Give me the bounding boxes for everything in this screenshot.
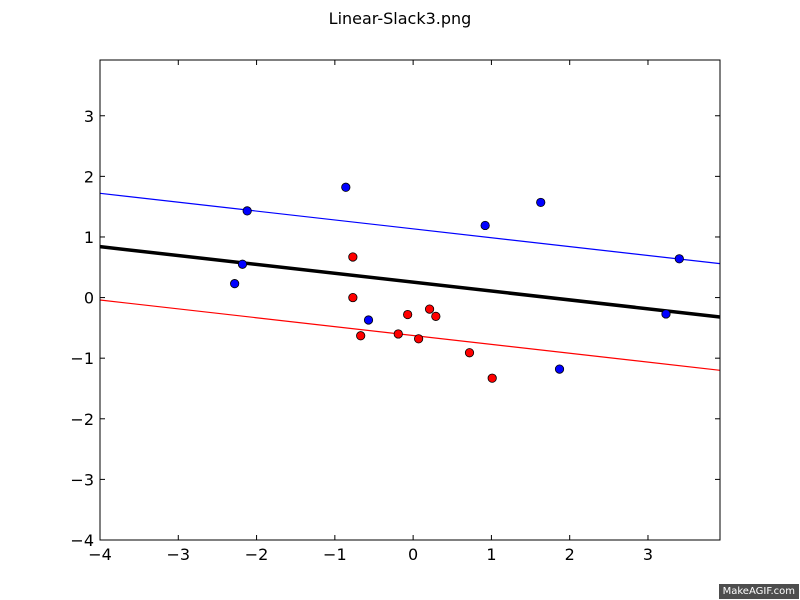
ticks-layer: −4 −3 −2 −1 0 1 2 3 −4 −3 −2 −1 0 1 2 3	[70, 60, 720, 564]
x-tick-label-0: −4	[88, 545, 112, 564]
point-s0-3	[230, 279, 240, 289]
line-0	[99, 244, 721, 319]
point-s0-0	[242, 206, 252, 216]
y-tick-label-3: −1	[70, 349, 94, 368]
point-s1-6	[424, 304, 435, 314]
y-tick-label-6: 2	[84, 167, 94, 186]
x-tick-label-1: −3	[166, 545, 190, 564]
point-s0-6	[674, 254, 684, 264]
point-s1-0	[348, 252, 358, 262]
chart-title: Linear-Slack3.png	[328, 9, 472, 28]
point-s0-9	[554, 364, 565, 374]
x-tick-label-3: −1	[323, 545, 347, 564]
point-s1-7	[431, 311, 441, 321]
point-s0-8	[661, 309, 671, 319]
point-s0-2	[237, 259, 248, 269]
point-s1-3	[393, 329, 403, 339]
x-tick-label-7: 3	[643, 545, 653, 564]
plot-frame	[99, 59, 721, 541]
point-s0-7	[363, 315, 374, 325]
point-s1-2	[356, 331, 366, 341]
y-tick-label-5: 1	[84, 228, 94, 247]
lines-layer	[99, 192, 721, 371]
line-1	[99, 192, 721, 265]
y-tick-label-1: −3	[70, 470, 94, 489]
point-s1-8	[464, 348, 475, 358]
y-tick-label-7: 3	[84, 107, 94, 126]
y-tick-label-4: 0	[84, 289, 94, 308]
watermark: MakeAGIF.com	[718, 584, 799, 599]
points-layer	[230, 182, 684, 383]
point-s0-5	[536, 197, 546, 208]
point-s1-5	[414, 334, 424, 344]
x-tick-label-5: 1	[486, 545, 496, 564]
x-tick-label-6: 2	[565, 545, 575, 564]
point-s1-1	[348, 292, 358, 303]
y-tick-label-0: −4	[70, 531, 94, 550]
line-2	[99, 299, 721, 371]
point-s0-1	[341, 182, 351, 192]
x-tick-label-2: −2	[245, 545, 269, 564]
point-s1-9	[487, 373, 497, 383]
point-s0-4	[480, 220, 490, 231]
x-tick-label-4: 0	[408, 545, 418, 564]
y-tick-label-2: −2	[70, 410, 94, 429]
point-s1-4	[403, 309, 413, 320]
